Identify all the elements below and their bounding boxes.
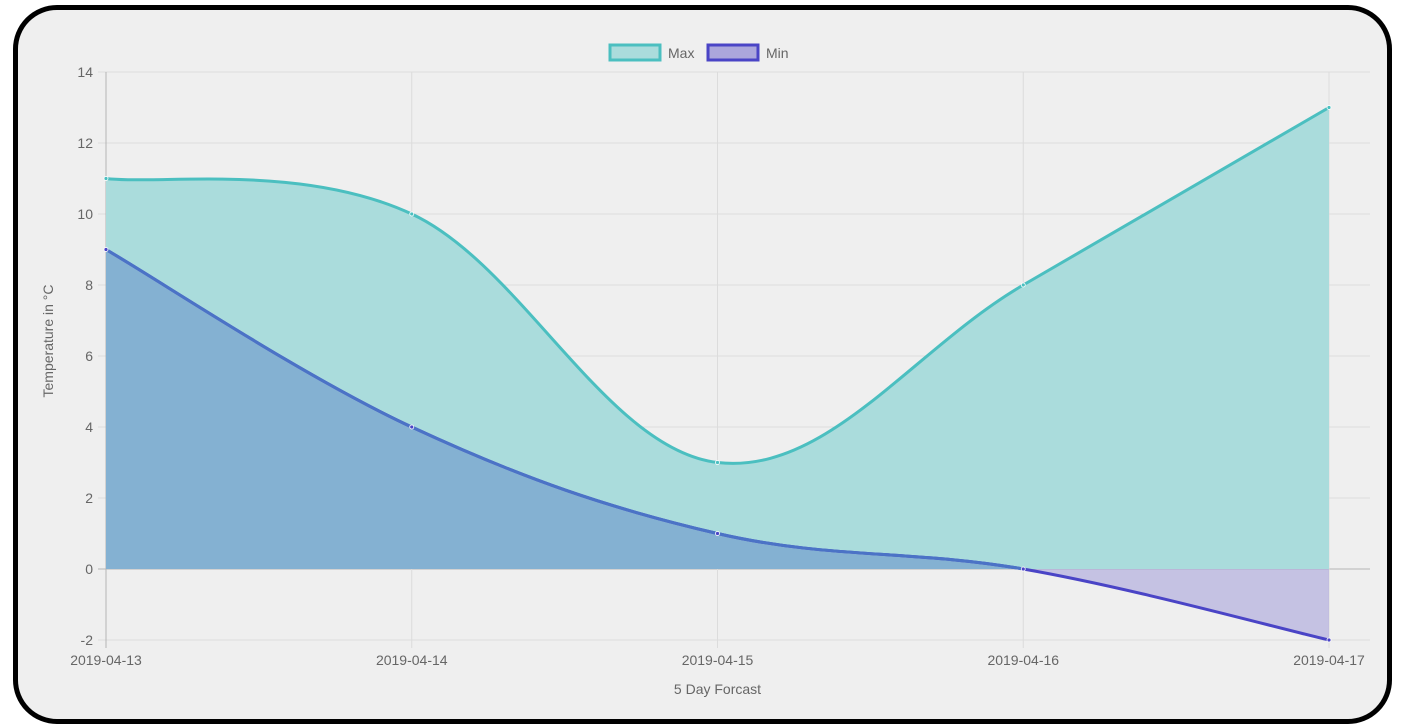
area-fills <box>106 107 1329 640</box>
x-tick-label: 2019-04-14 <box>376 652 448 668</box>
y-tick-label: -2 <box>81 632 94 648</box>
x-tick-labels: 2019-04-13 2019-04-14 2019-04-15 2019-04-16… <box>70 652 1365 668</box>
legend-swatch-max[interactable] <box>608 43 662 62</box>
data-point-max[interactable] <box>1326 105 1332 110</box>
y-tick-labels: 14 12 10 8 6 4 2 0 -2 <box>77 64 93 648</box>
data-point-max[interactable] <box>409 211 415 217</box>
y-tick-label: 12 <box>77 135 93 151</box>
y-tick-label: 10 <box>77 206 93 222</box>
legend-label-max[interactable]: Max <box>668 45 694 61</box>
x-tick-label: 2019-04-17 <box>1293 652 1365 668</box>
data-point-min[interactable] <box>409 424 415 430</box>
y-tick-label: 14 <box>77 64 93 80</box>
y-tick-label: 4 <box>85 419 93 435</box>
y-tick-label: 0 <box>85 561 93 577</box>
x-tick-label: 2019-04-15 <box>682 652 754 668</box>
data-point-max[interactable] <box>715 460 720 465</box>
legend-label-min[interactable]: Min <box>766 45 789 61</box>
y-tick-label: 6 <box>85 348 93 364</box>
x-tick-label: 2019-04-13 <box>70 652 142 668</box>
x-tick-label: 2019-04-16 <box>987 652 1059 668</box>
legend: Max Min <box>608 43 789 62</box>
data-point-min[interactable] <box>103 247 109 252</box>
x-axis-title: 5 Day Forcast <box>674 681 761 697</box>
data-point-min[interactable] <box>715 531 720 536</box>
series-points <box>103 105 1332 643</box>
area-fill-overlap <box>106 249 1329 569</box>
y-tick-label: 2 <box>85 490 93 506</box>
legend-swatch-min[interactable] <box>706 43 760 62</box>
y-tick-label: 8 <box>85 277 93 293</box>
data-point-min[interactable] <box>1326 637 1332 643</box>
data-point-min[interactable] <box>1020 566 1026 572</box>
chart-frame: 14 12 10 8 6 4 2 0 -2 2019-04-13 2019-04-14 2019-0… <box>13 5 1392 724</box>
data-point-max[interactable] <box>103 176 109 181</box>
y-axis-title: Temperature in °C <box>40 285 56 398</box>
data-point-max[interactable] <box>1020 282 1026 288</box>
